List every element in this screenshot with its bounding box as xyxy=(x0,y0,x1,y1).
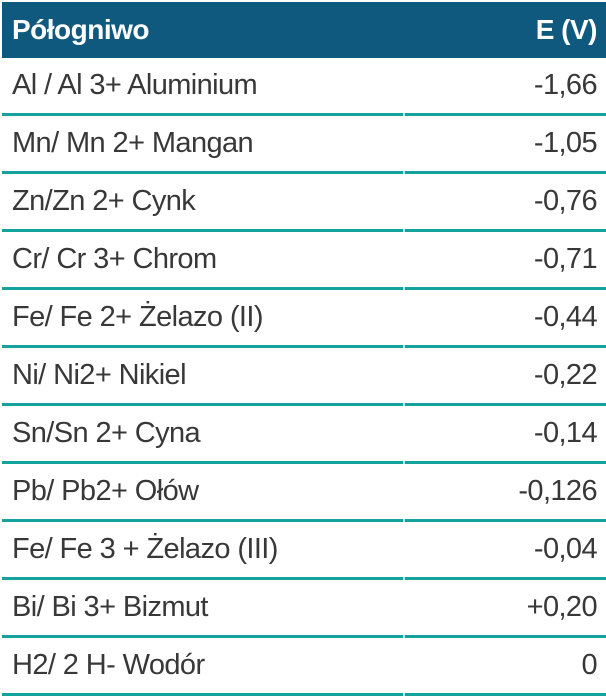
column-divider-notch xyxy=(403,174,405,232)
table-row: Pb/ Pb2+ Ołów -0,126 xyxy=(2,464,606,522)
column-divider-notch xyxy=(403,232,405,290)
column-divider-notch xyxy=(403,290,405,348)
column-divider-notch xyxy=(403,580,405,638)
column-divider-notch xyxy=(403,638,405,696)
table-body: Al / Al 3+ Aluminium -1,66 Mn/ Mn 2+ Man… xyxy=(2,58,606,696)
potential-value: -0,22 xyxy=(405,348,606,406)
column-header-potential: E (V) xyxy=(535,14,598,45)
table-row: Sn/Sn 2+ Cyna -0,14 xyxy=(2,406,606,464)
half-cell-label: Al / Al 3+ Aluminium xyxy=(2,58,403,116)
half-cell-label: Sn/Sn 2+ Cyna xyxy=(2,406,403,464)
column-divider-notch xyxy=(403,58,405,116)
table-row: Zn/Zn 2+ Cynk -0,76 xyxy=(2,174,606,232)
half-cell-label: Ni/ Ni2+ Nikiel xyxy=(2,348,403,406)
column-divider-notch xyxy=(403,464,405,522)
table-row: Al / Al 3+ Aluminium -1,66 xyxy=(2,58,606,116)
potential-value: -0,14 xyxy=(405,406,606,464)
half-cell-label: Pb/ Pb2+ Ołów xyxy=(2,464,403,522)
table-row: Fe/ Fe 2+ Żelazo (II) -0,44 xyxy=(2,290,606,348)
half-cell-label: Zn/Zn 2+ Cynk xyxy=(2,174,403,232)
potential-value: -0,126 xyxy=(405,464,606,522)
potential-value: -1,66 xyxy=(405,58,606,116)
half-cell-label: Mn/ Mn 2+ Mangan xyxy=(2,116,403,174)
table-header-row: Półogniwo E (V) xyxy=(2,2,606,58)
half-cell-label: Fe/ Fe 2+ Żelazo (II) xyxy=(2,290,403,348)
column-divider-notch xyxy=(403,406,405,464)
potential-value: -0,71 xyxy=(405,232,606,290)
column-divider-notch xyxy=(403,116,405,174)
potential-value: -0,04 xyxy=(405,522,606,580)
table-row: Cr/ Cr 3+ Chrom -0,71 xyxy=(2,232,606,290)
half-cell-label: Fe/ Fe 3 + Żelazo (III) xyxy=(2,522,403,580)
table-row: Mn/ Mn 2+ Mangan -1,05 xyxy=(2,116,606,174)
table-row: Ni/ Ni2+ Nikiel -0,22 xyxy=(2,348,606,406)
potential-value: -1,05 xyxy=(405,116,606,174)
potential-value: 0 xyxy=(405,638,606,696)
half-cell-label: H2/ 2 H- Wodór xyxy=(2,638,403,696)
table-row: H2/ 2 H- Wodór 0 xyxy=(2,638,606,696)
column-divider-notch xyxy=(403,522,405,580)
table-row: Fe/ Fe 3 + Żelazo (III) -0,04 xyxy=(2,522,606,580)
half-cell-label: Bi/ Bi 3+ Bizmut xyxy=(2,580,403,638)
potential-value: -0,44 xyxy=(405,290,606,348)
half-cell-label: Cr/ Cr 3+ Chrom xyxy=(2,232,403,290)
column-divider-notch xyxy=(403,348,405,406)
potential-value: +0,20 xyxy=(405,580,606,638)
column-header-half-cell: Półogniwo xyxy=(12,14,150,45)
table-row: Bi/ Bi 3+ Bizmut +0,20 xyxy=(2,580,606,638)
potential-value: -0,76 xyxy=(405,174,606,232)
